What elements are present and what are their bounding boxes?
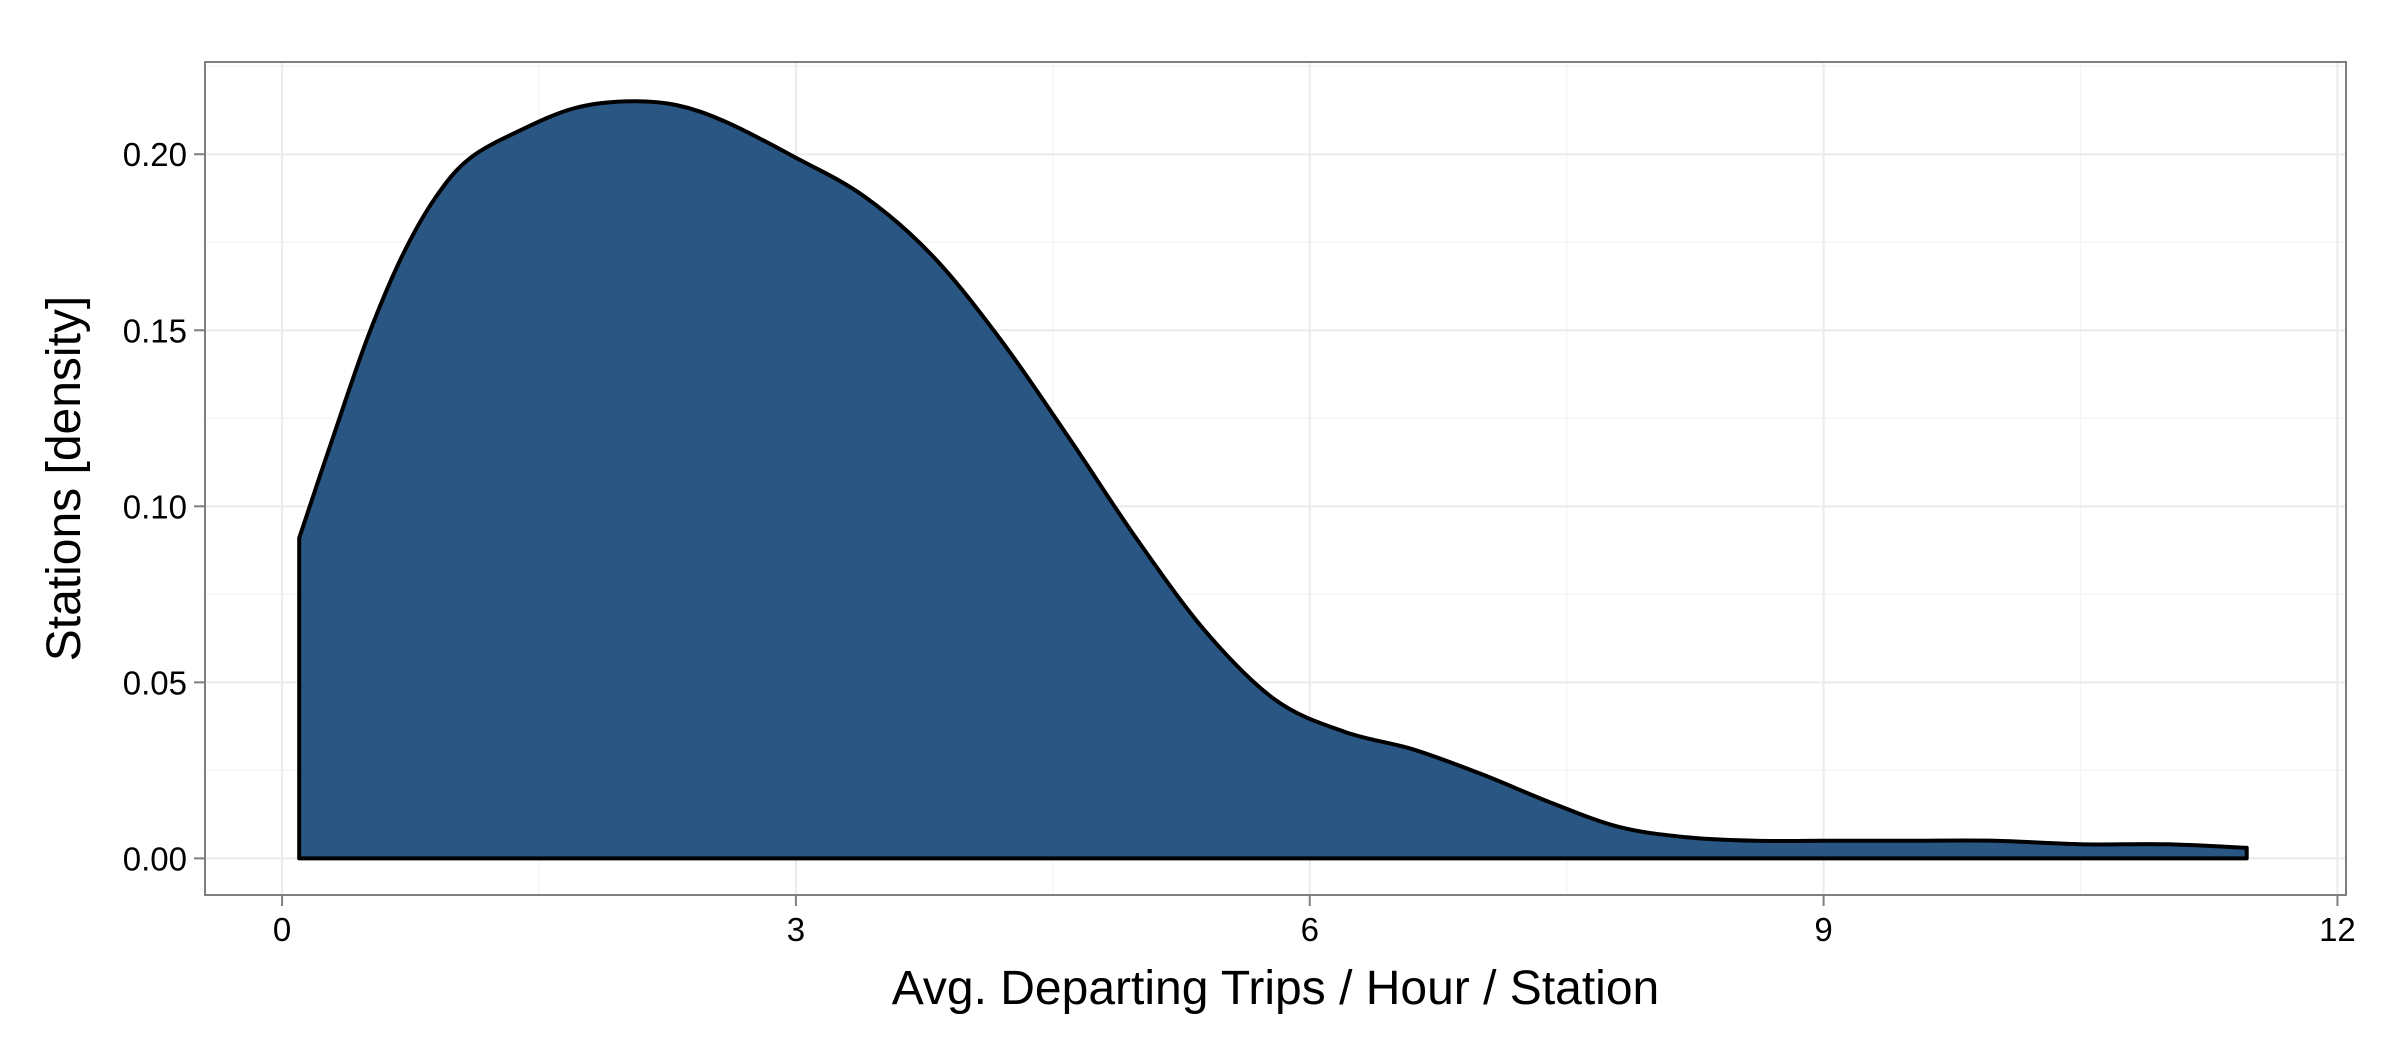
x-tick-label: 6 xyxy=(1301,911,1319,948)
x-tick-label: 9 xyxy=(1814,911,1832,948)
y-tick-label: 0.10 xyxy=(123,488,187,525)
x-tick-label: 12 xyxy=(2319,911,2356,948)
y-axis: 0.00 0.05 0.10 0.15 0.20 xyxy=(123,136,205,877)
x-axis-title: Avg. Departing Trips / Hour / Station xyxy=(892,962,1659,1015)
y-tick-label: 0.15 xyxy=(123,312,187,349)
y-tick-label: 0.20 xyxy=(123,136,187,173)
x-tick-label: 3 xyxy=(787,911,805,948)
x-axis: 0 3 6 9 12 xyxy=(273,895,2356,948)
density-area xyxy=(297,99,2249,861)
y-tick-label: 0.00 xyxy=(123,840,187,877)
x-tick-label: 0 xyxy=(273,911,291,948)
y-axis-title: Stations [density] xyxy=(38,296,91,662)
y-tick-label: 0.05 xyxy=(123,664,187,701)
panel-border xyxy=(204,61,2347,896)
